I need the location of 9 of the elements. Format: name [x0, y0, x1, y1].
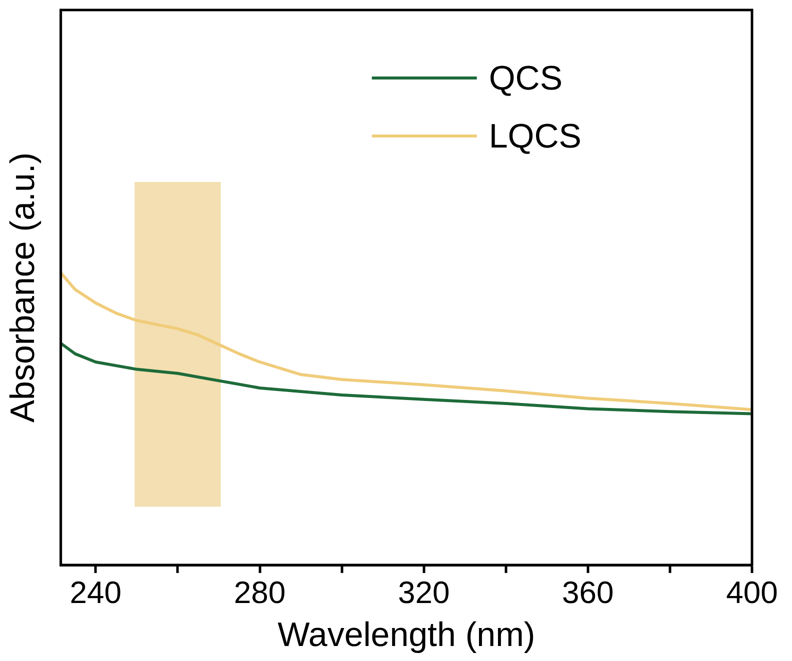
- y-axis-title: Absorbance (a.u.): [4, 152, 42, 423]
- x-tick-label: 400: [726, 575, 778, 610]
- x-tick-label: 280: [234, 575, 286, 610]
- x-tick-label: 360: [562, 575, 614, 610]
- legend-label: QCS: [488, 59, 563, 98]
- x-axis-title: Wavelength (nm): [278, 616, 536, 654]
- legend-label: LQCS: [488, 117, 582, 156]
- x-tick-label: 320: [398, 575, 450, 610]
- x-tick-label: 240: [70, 575, 122, 610]
